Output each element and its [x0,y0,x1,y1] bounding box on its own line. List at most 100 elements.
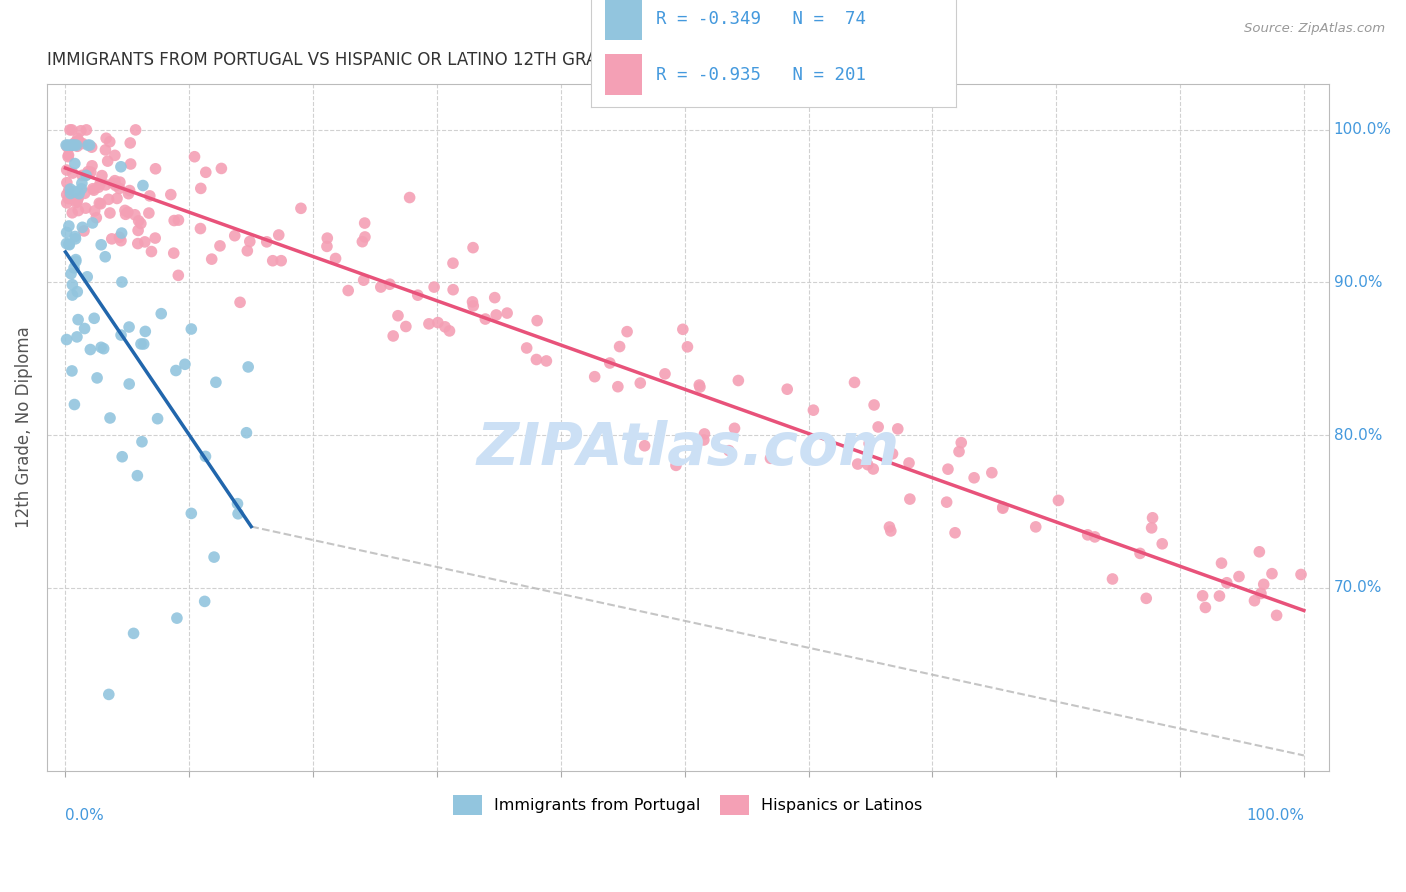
Point [59,182,82,196]
Point [66,194,89,209]
FancyBboxPatch shape [605,54,641,95]
Point [59,123,82,137]
Point [67,186,90,201]
Point [844,376,866,390]
Point [79,138,101,153]
Point [83,183,105,197]
Point [65,195,87,210]
Point [66,131,89,145]
Point [138,206,160,220]
Text: 100.0%: 100.0% [1334,122,1392,137]
Point [55,163,77,178]
Point [1191,589,1213,603]
Point [1077,528,1099,542]
Point [190,181,212,195]
Point [717,443,740,458]
Point [1243,593,1265,607]
Point [1211,556,1233,570]
Point [124,123,146,137]
Point [90,169,112,183]
Point [676,340,699,354]
Text: 100.0%: 100.0% [1246,808,1303,823]
Point [898,456,921,470]
Point [846,457,869,471]
Point [1135,591,1157,606]
Point [672,322,695,336]
Point [58,219,80,233]
Text: R = -0.935   N = 201: R = -0.935 N = 201 [657,65,866,84]
Point [96,131,118,145]
Text: Source: ZipAtlas.com: Source: ZipAtlas.com [1244,22,1385,36]
Point [118,184,141,198]
Point [66,134,89,148]
Point [991,500,1014,515]
Point [117,186,139,201]
Point [1250,586,1272,600]
Point [83,203,105,218]
Point [100,232,122,246]
Point [67,312,90,326]
Point [77,164,100,178]
Point [127,236,149,251]
Point [76,269,98,284]
Point [108,181,131,195]
Point [87,180,110,194]
Point [56,139,79,153]
Point [111,275,134,289]
Point [887,422,910,436]
Point [337,284,360,298]
Point [461,294,484,309]
Point [62,138,84,153]
Y-axis label: 12th Grade, No Diploma: 12th Grade, No Diploma [15,326,32,528]
Point [950,435,973,450]
Point [110,160,132,174]
Point [75,123,97,137]
Point [60,267,83,281]
Point [63,398,86,412]
Point [496,306,519,320]
Text: 70.0%: 70.0% [1334,580,1382,595]
Point [60,206,83,220]
Point [1101,572,1123,586]
Point [55,195,77,210]
Point [59,186,82,201]
Point [166,611,188,625]
Point [94,250,117,264]
Point [609,340,631,354]
Point [1216,575,1239,590]
Point [63,156,86,170]
Point [174,357,197,371]
Point [316,231,339,245]
Point [65,232,87,246]
Point [202,550,225,565]
Point [120,157,142,171]
Point [208,239,231,253]
Point [256,235,278,249]
Point [98,411,121,425]
Point [69,135,91,149]
Point [56,138,79,153]
Point [83,311,105,326]
Point [665,458,688,473]
Point [201,252,224,267]
Point [803,403,825,417]
Point [167,213,190,227]
Point [146,411,169,425]
Point [58,183,80,197]
Point [90,237,112,252]
Point [110,234,132,248]
Point [693,433,716,447]
Point [89,196,111,211]
Point [209,161,232,176]
Point [441,283,464,297]
Point [991,501,1014,516]
Point [75,168,97,182]
Point [689,380,711,394]
Point [98,206,121,220]
Point [118,376,141,391]
Point [583,369,606,384]
Point [485,308,508,322]
Point [943,525,966,540]
Point [98,135,121,149]
Point [60,277,83,292]
